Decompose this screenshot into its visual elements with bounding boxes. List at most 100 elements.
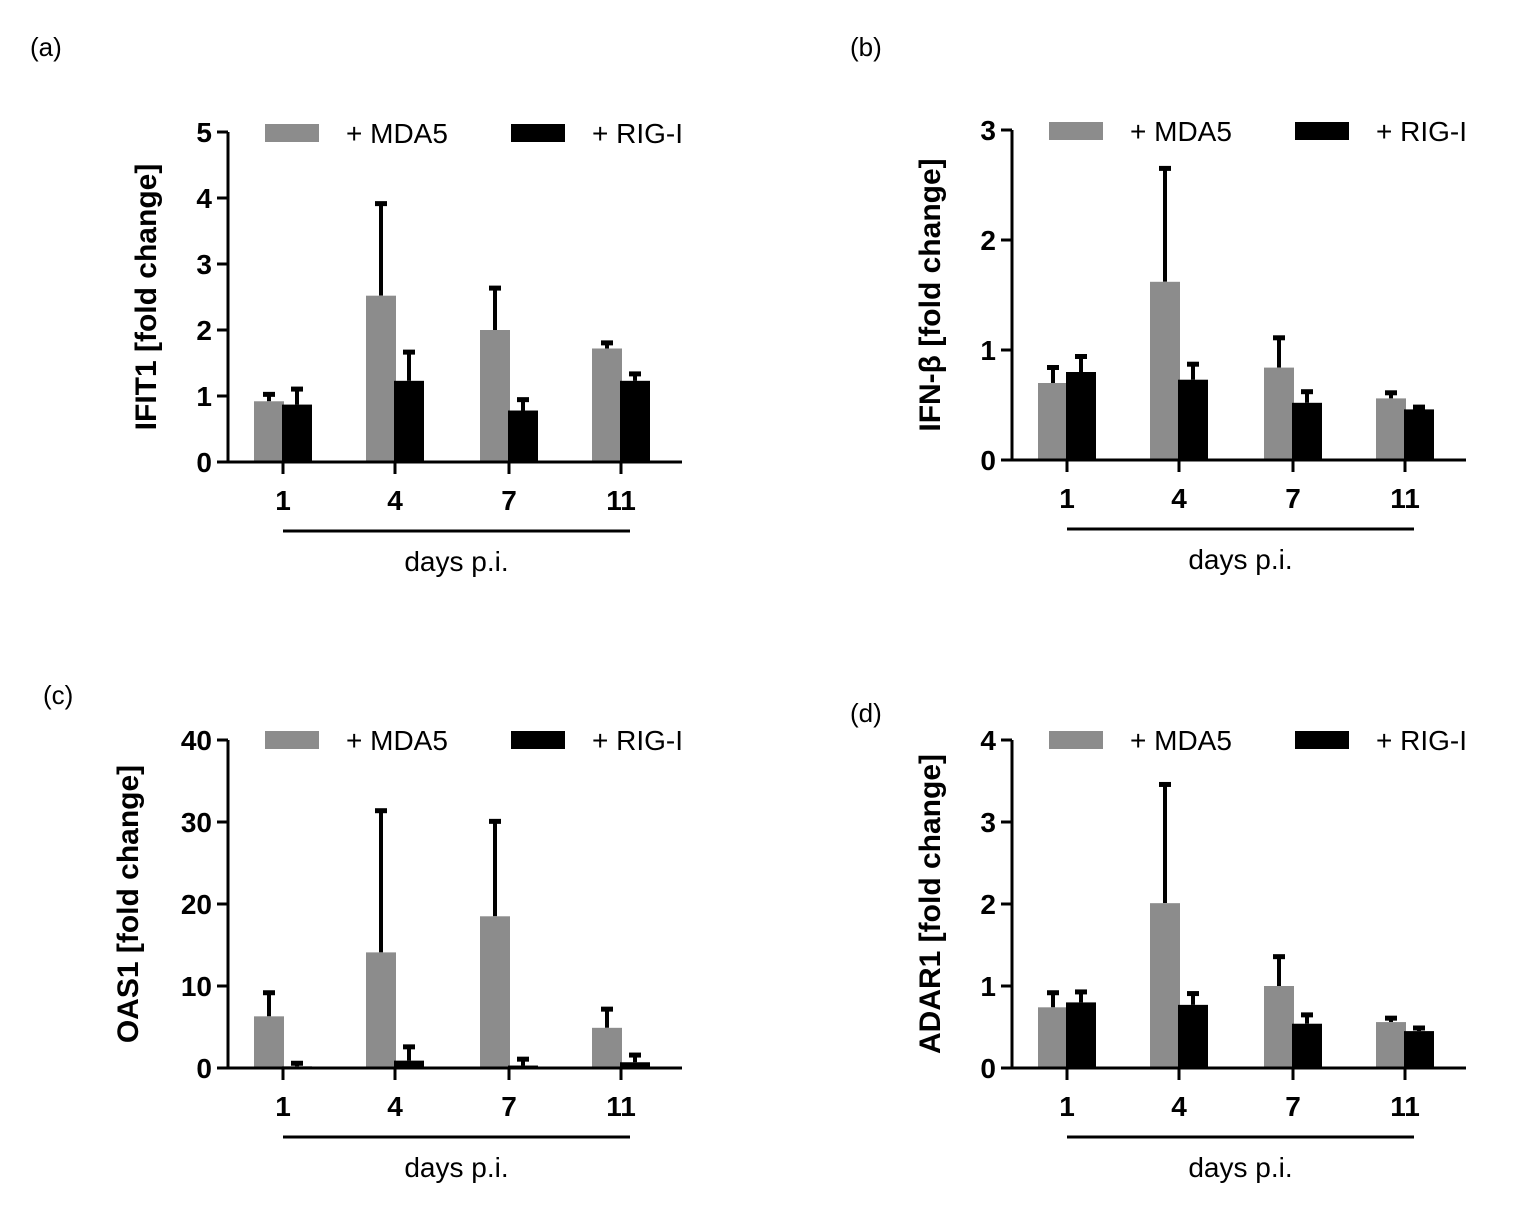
- y-tick-label: 40: [181, 725, 212, 756]
- y-tick-label: 2: [980, 889, 996, 920]
- chart-panel-2: (b) 0 1 2 3 IFN-β [fold change] 1 4 7 11 days p.i.…: [850, 32, 1467, 575]
- chart-panel-1: (a) 0 1 2 3 4 5 IFIT1 [fold change] 1 4 7 11 days p.…: [30, 32, 683, 577]
- legend-swatch-rigi: [511, 731, 565, 749]
- legend-swatch-mda5: [265, 731, 319, 749]
- bar-mda5-day-4: [1150, 281, 1180, 460]
- panel-label: (a): [30, 32, 62, 62]
- legend-label-mda5: + MDA5: [1130, 725, 1232, 756]
- legend-label-rigi: + RIG-I: [592, 725, 683, 756]
- bar-rigi-day-7: [1292, 1023, 1322, 1068]
- x-tick-label: 11: [606, 485, 636, 516]
- legend: + MDA5 + RIG-I: [265, 118, 683, 149]
- y-tick-label: 20: [181, 889, 212, 920]
- y-tick-label: 0: [980, 445, 996, 476]
- bar-rigi-day-1: [1066, 1002, 1096, 1068]
- bar-mda5-day-11: [592, 348, 622, 462]
- bar-rigi-day-11: [620, 380, 650, 462]
- y-tick-label: 10: [181, 971, 212, 1002]
- legend-label-rigi: + RIG-I: [1376, 116, 1467, 147]
- legend-swatch-rigi: [1295, 122, 1349, 140]
- y-tick-label: 3: [196, 249, 212, 280]
- chart-panel-4: (d) 0 1 2 3 4 ADAR1 [fold change] 1 4 7 11 days p.i…: [850, 698, 1467, 1183]
- bar-mda5-day-7: [1264, 986, 1294, 1068]
- x-axis-label: days p.i.: [404, 546, 508, 577]
- y-tick-label: 5: [196, 117, 212, 148]
- legend-label-mda5: + MDA5: [346, 725, 448, 756]
- x-tick-label: 11: [606, 1091, 636, 1122]
- bar-mda5-day-4: [366, 952, 396, 1068]
- bar-rigi-day-7: [1292, 402, 1322, 460]
- bar-rigi-day-4: [1178, 379, 1208, 460]
- bar-mda5-day-11: [1376, 398, 1406, 460]
- y-tick-label: 0: [980, 1053, 996, 1084]
- panel-label: (d): [850, 698, 882, 728]
- legend: + MDA5 + RIG-I: [1049, 725, 1467, 756]
- x-tick-label: 7: [1285, 483, 1301, 514]
- panel-label: (b): [850, 32, 882, 62]
- bar-mda5-day-4: [1150, 903, 1180, 1068]
- bar-mda5-day-1: [1038, 383, 1068, 460]
- bar-mda5-day-1: [1038, 1007, 1068, 1068]
- bar-mda5-day-1: [254, 401, 284, 462]
- x-tick-label: 7: [501, 485, 517, 516]
- y-tick-label: 2: [980, 225, 996, 256]
- legend: + MDA5 + RIG-I: [1049, 116, 1467, 147]
- bar-rigi-day-4: [394, 380, 424, 462]
- chart-panel-3: (c) 0 10 20 30 40 OAS1 [fold change] 1 4 7 11 days …: [43, 680, 683, 1183]
- x-tick-label: 4: [1171, 1091, 1187, 1122]
- y-tick-label: 3: [980, 807, 996, 838]
- bar-rigi-day-11: [1404, 409, 1434, 460]
- bar-rigi-day-1: [282, 404, 312, 462]
- bar-rigi-day-11: [1404, 1031, 1434, 1068]
- bar-rigi-day-4: [394, 1060, 424, 1068]
- y-tick-label: 4: [196, 183, 212, 214]
- legend-label-rigi: + RIG-I: [592, 118, 683, 149]
- x-tick-label: 1: [1059, 1091, 1075, 1122]
- y-axis-label: OAS1 [fold change]: [112, 765, 145, 1043]
- bar-mda5-day-7: [480, 916, 510, 1068]
- legend-label-mda5: + MDA5: [346, 118, 448, 149]
- y-tick-label: 3: [980, 115, 996, 146]
- bar-rigi-day-4: [1178, 1004, 1208, 1068]
- x-tick-label: 1: [275, 1091, 291, 1122]
- bar-mda5-day-11: [1376, 1022, 1406, 1068]
- bar-rigi-day-1: [1066, 372, 1096, 460]
- bar-rigi-day-7: [508, 410, 538, 462]
- bar-mda5-day-4: [366, 295, 396, 462]
- y-tick-label: 1: [196, 381, 212, 412]
- x-tick-label: 7: [501, 1091, 517, 1122]
- y-tick-label: 0: [196, 447, 212, 478]
- bar-mda5-day-11: [592, 1027, 622, 1068]
- x-tick-label: 4: [387, 1091, 403, 1122]
- x-axis-label: days p.i.: [1188, 1152, 1292, 1183]
- legend-swatch-mda5: [1049, 731, 1103, 749]
- y-axis-label: IFN-β [fold change]: [914, 158, 947, 431]
- legend-swatch-rigi: [511, 124, 565, 142]
- x-axis-label: days p.i.: [1188, 544, 1292, 575]
- y-tick-label: 1: [980, 335, 996, 366]
- x-tick-label: 11: [1390, 1091, 1420, 1122]
- y-tick-label: 2: [196, 315, 212, 346]
- x-axis-label: days p.i.: [404, 1152, 508, 1183]
- y-tick-label: 30: [181, 807, 212, 838]
- legend-swatch-mda5: [1049, 122, 1103, 140]
- legend-label-mda5: + MDA5: [1130, 116, 1232, 147]
- y-tick-label: 1: [980, 971, 996, 1002]
- legend-swatch-mda5: [265, 124, 319, 142]
- y-tick-label: 4: [980, 725, 996, 756]
- x-tick-label: 7: [1285, 1091, 1301, 1122]
- x-tick-label: 4: [1171, 483, 1187, 514]
- legend-swatch-rigi: [1295, 731, 1349, 749]
- y-axis-label: ADAR1 [fold change]: [914, 754, 947, 1054]
- legend-label-rigi: + RIG-I: [1376, 725, 1467, 756]
- panel-label: (c): [43, 680, 73, 710]
- bar-rigi-day-11: [620, 1062, 650, 1068]
- x-tick-label: 1: [275, 485, 291, 516]
- y-axis-label: IFIT1 [fold change]: [130, 164, 163, 431]
- bar-mda5-day-7: [480, 330, 510, 462]
- x-tick-label: 1: [1059, 483, 1075, 514]
- bar-mda5-day-1: [254, 1016, 284, 1068]
- legend: + MDA5 + RIG-I: [265, 725, 683, 756]
- bar-mda5-day-7: [1264, 367, 1294, 460]
